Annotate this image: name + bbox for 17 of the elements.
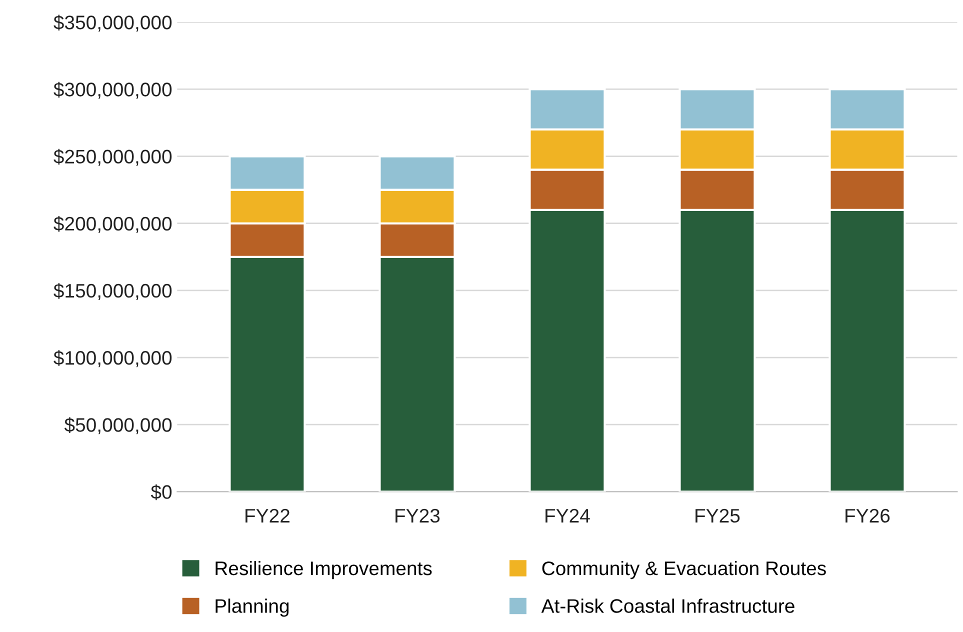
y-tick-label: $250,000,000	[54, 148, 172, 166]
x-tick-label: FY24	[546, 508, 590, 522]
legend-label: Planning	[216, 598, 289, 617]
x-tick-label: FY23	[396, 508, 440, 523]
x-tick-label: FY22	[246, 508, 290, 522]
y-tick-label: $300,000,000	[54, 82, 172, 99]
y-tick-label: $50,000,000	[64, 417, 172, 434]
x-tick-label: FY26	[846, 508, 890, 523]
y-tick-label: $200,000,000	[54, 216, 172, 233]
legend-label: Resilience Improvements	[216, 560, 432, 580]
x-tick-label: FY25	[696, 508, 740, 523]
legend-label: At-Risk Coastal Infrastructure	[541, 598, 794, 613]
y-tick-label: $150,000,000	[54, 283, 172, 300]
y-tick-label: $350,000,000	[54, 14, 172, 32]
y-tick-label: $0	[150, 484, 172, 500]
legend-label: Community & Evacuation Routes	[542, 560, 826, 580]
y-tick-label: $100,000,000	[54, 350, 172, 368]
